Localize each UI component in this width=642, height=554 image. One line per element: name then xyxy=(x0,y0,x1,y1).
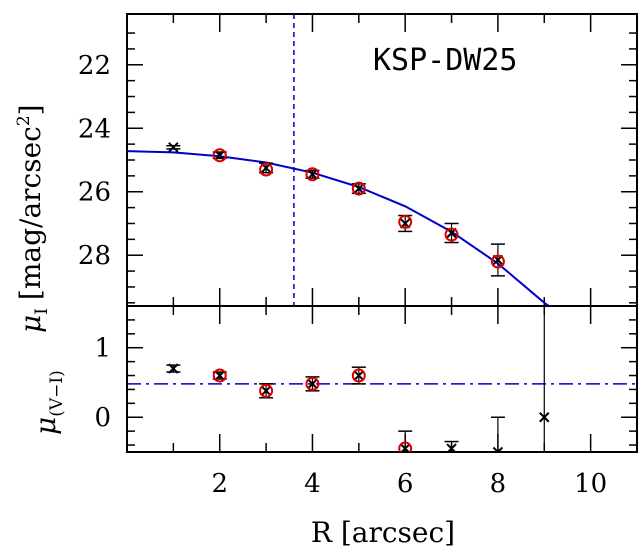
x-marker-stroke xyxy=(214,370,225,381)
x-marker-stroke xyxy=(307,378,318,390)
data-point-x xyxy=(351,366,366,385)
ylabel-top-symbol: μ xyxy=(14,315,47,333)
data-point-x xyxy=(444,440,459,452)
ylabel-top-sub: I xyxy=(32,308,52,315)
ylabel-bottom-sub: (V−I) xyxy=(47,370,67,417)
x-marker-stroke xyxy=(353,370,365,381)
y-tick-label: 1 xyxy=(94,334,111,364)
x-marker-stroke xyxy=(168,363,179,374)
x-tick-label: 6 xyxy=(397,469,414,499)
y-axis-label-top: μI [mag/arcsec2] xyxy=(14,104,52,333)
y-axis-label-bottom: μ(V−I) xyxy=(29,370,67,435)
x-tick-label: 4 xyxy=(304,469,321,499)
bottom-panel: 0 1 2 4 6 8 10 xyxy=(94,305,638,499)
x-marker-stroke xyxy=(492,446,500,452)
y-tick-label: 26 xyxy=(78,178,111,208)
data-point-circle xyxy=(398,214,413,229)
ylabel-bottom-symbol: μ xyxy=(29,417,62,435)
y-tick-label: 28 xyxy=(78,241,111,271)
x-tick-label: 10 xyxy=(574,469,607,499)
data-point-circle xyxy=(212,148,227,163)
data-point-circle xyxy=(305,376,320,391)
data-point-x xyxy=(539,306,550,452)
data-point-circle xyxy=(259,162,274,177)
data-point-x xyxy=(398,430,413,452)
chart-title: KSP-DW25 xyxy=(373,43,518,78)
ylabel-top-unit-sup: 2 xyxy=(14,115,34,126)
y-tick-label: 0 xyxy=(94,403,111,433)
data-point-circle xyxy=(444,227,459,242)
plot-area xyxy=(127,14,550,306)
top-panel: 22 24 26 28 xyxy=(78,13,638,307)
x-marker-stroke xyxy=(496,446,504,452)
panel-frame xyxy=(126,305,638,453)
x-marker-stroke xyxy=(168,142,179,153)
x-tick-label: 2 xyxy=(211,469,228,499)
data-point-x xyxy=(490,416,505,452)
fit-curve xyxy=(127,150,550,306)
y-tick-label: 22 xyxy=(78,51,111,81)
x-marker-stroke xyxy=(214,150,225,161)
data-point-circle xyxy=(305,167,320,182)
data-point-circle xyxy=(351,181,366,196)
data-point-circle xyxy=(398,441,413,452)
x-marker-stroke xyxy=(307,169,318,180)
x-marker-stroke xyxy=(539,412,550,423)
y-tick-label: 24 xyxy=(78,114,111,144)
data-point-x xyxy=(166,142,181,153)
x-tick-label: 8 xyxy=(490,469,507,499)
plot-area xyxy=(127,306,637,452)
data-point-circle xyxy=(259,383,274,398)
x-marker-stroke xyxy=(353,183,365,194)
data-point-circle xyxy=(490,254,505,269)
x-marker-stroke xyxy=(400,443,411,452)
ylabel-top-unit: [mag/arcsec xyxy=(14,126,47,300)
ylabel-top-unit-close: ] xyxy=(14,104,47,115)
x-marker-stroke xyxy=(260,385,272,397)
x-marker-stroke xyxy=(446,443,457,452)
data-point-circle xyxy=(351,368,366,383)
x-axis-label: R [arcsec] xyxy=(311,516,455,549)
data-point-x xyxy=(166,363,181,374)
data-point-circle xyxy=(212,368,227,383)
